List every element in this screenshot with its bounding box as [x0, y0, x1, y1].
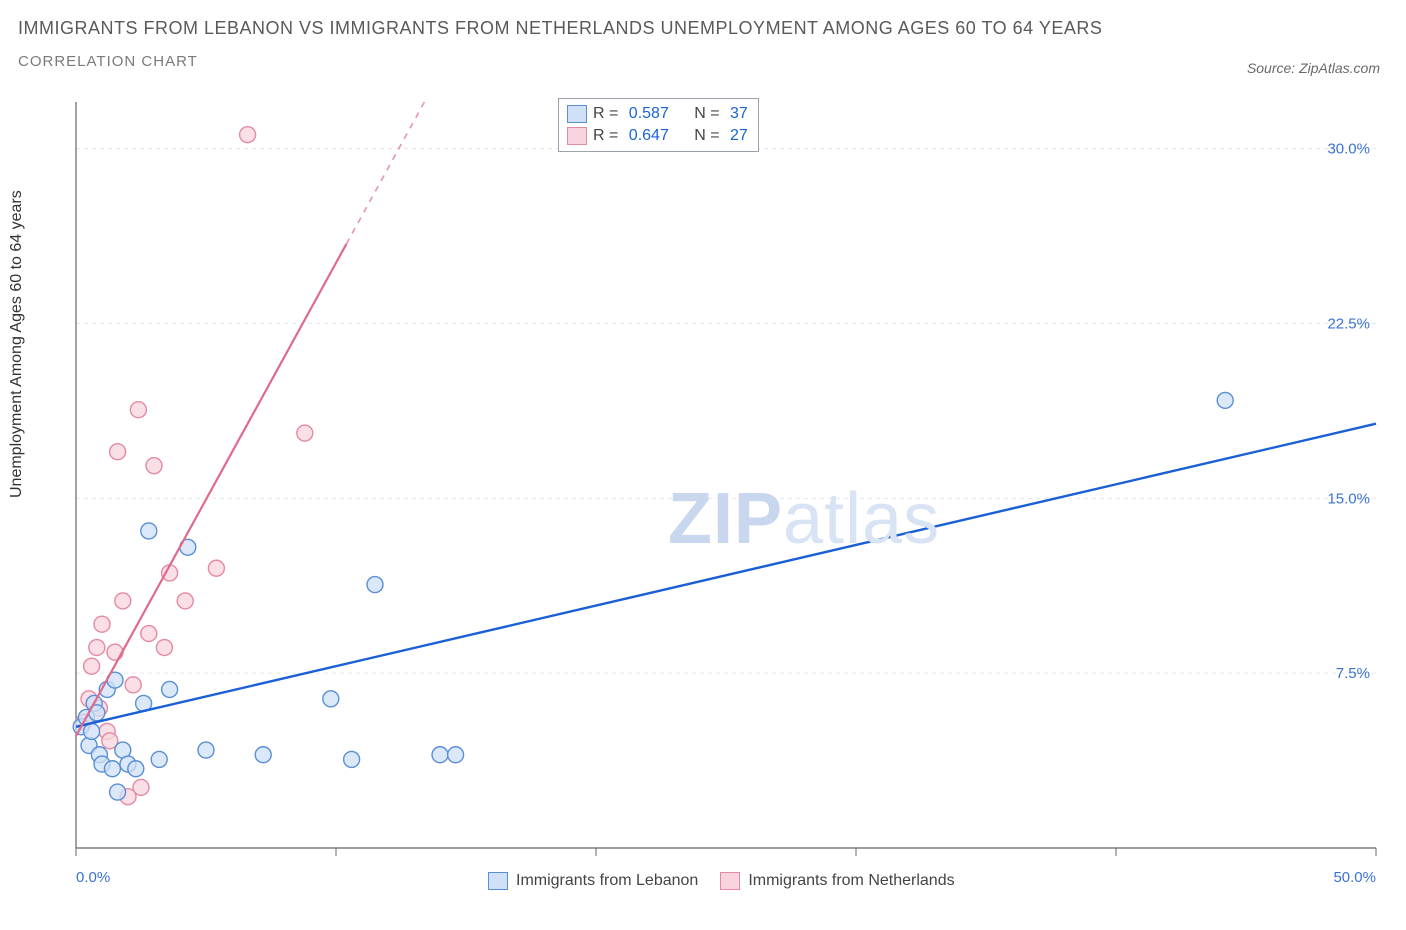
title-block: IMMIGRANTS FROM LEBANON VS IMMIGRANTS FR… [0, 0, 1406, 70]
chart-title: IMMIGRANTS FROM LEBANON VS IMMIGRANTS FR… [18, 18, 1406, 39]
series-legend-label-0: Immigrants from Lebanon [516, 872, 698, 890]
r-value-1: 0.647 [629, 125, 669, 147]
chart-area: Unemployment Among Ages 60 to 64 years 7… [18, 98, 1388, 888]
svg-text:0.0%: 0.0% [76, 869, 110, 886]
svg-text:15.0%: 15.0% [1327, 490, 1370, 507]
n-label: N = [694, 103, 724, 125]
svg-text:22.5%: 22.5% [1327, 315, 1370, 332]
n-value-1: 27 [730, 125, 748, 147]
scatter-chart-svg: 7.5% 15.0% 22.5% 30.0% 0.0% 50.0% [18, 98, 1388, 888]
series-legend-item-1: Immigrants from Netherlands [720, 872, 954, 890]
r-label: R = [593, 125, 623, 147]
stats-legend: R = 0.587 N = 37 R = 0.647 N = 27 [558, 98, 759, 152]
source-label: Source: ZipAtlas.com [1247, 60, 1380, 76]
legend-swatch-netherlands [720, 872, 740, 890]
chart-subtitle: CORRELATION CHART [18, 53, 1406, 70]
r-label: R = [593, 103, 623, 125]
legend-swatch-lebanon [488, 872, 508, 890]
n-value-0: 37 [730, 103, 748, 125]
svg-text:50.0%: 50.0% [1333, 869, 1376, 886]
series-legend-label-1: Immigrants from Netherlands [748, 872, 954, 890]
svg-text:30.0%: 30.0% [1327, 141, 1370, 158]
r-value-0: 0.587 [629, 103, 669, 125]
svg-text:7.5%: 7.5% [1336, 665, 1370, 682]
series-legend-item-0: Immigrants from Lebanon [488, 872, 698, 890]
legend-swatch-lebanon [567, 105, 587, 123]
stats-legend-row-0: R = 0.587 N = 37 [567, 103, 748, 125]
series-legend: Immigrants from Lebanon Immigrants from … [488, 872, 955, 890]
y-axis-label: Unemployment Among Ages 60 to 64 years [8, 190, 26, 498]
stats-legend-row-1: R = 0.647 N = 27 [567, 125, 748, 147]
legend-swatch-netherlands [567, 127, 587, 145]
n-label: N = [694, 125, 724, 147]
